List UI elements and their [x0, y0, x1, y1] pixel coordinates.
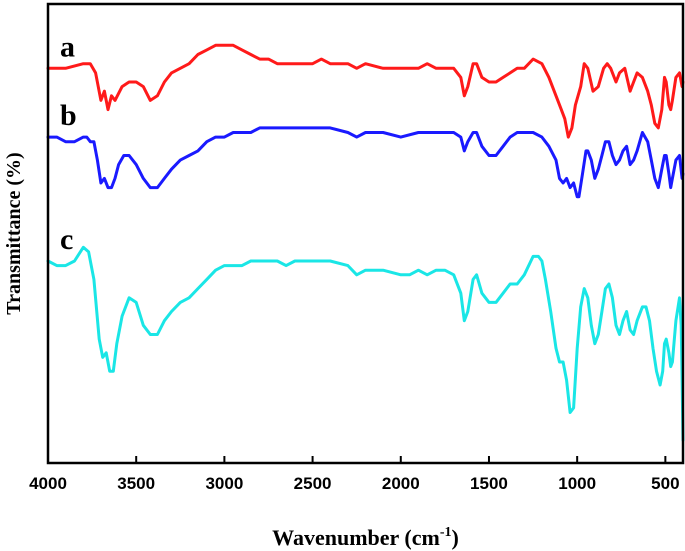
series-line-c	[46, 245, 685, 442]
series-label-c: c	[60, 223, 73, 256]
x-tick-label: 1000	[558, 474, 596, 493]
y-axis-label: Transmittance (%)	[3, 152, 25, 314]
x-axis-label: Wavenumber (cm-1)	[272, 525, 459, 550]
spectra-curves	[46, 43, 685, 442]
series-label-a: a	[60, 30, 75, 63]
x-tick-label: 3000	[205, 474, 243, 493]
x-tick-label: 4000	[29, 474, 67, 493]
x-tick-label: 3500	[117, 474, 155, 493]
x-tick-label: 500	[651, 474, 679, 493]
x-tick-label: 2500	[294, 474, 332, 493]
x-tick-label: 2000	[382, 474, 420, 493]
x-tick-label: 1500	[470, 474, 508, 493]
x-axis-ticks: 4000 3500 3000 2500 2000 1500 1000 500	[29, 456, 680, 493]
series-line-a	[46, 43, 685, 139]
plot-frame	[46, 2, 685, 465]
panel-labels: a b c	[60, 30, 77, 256]
series-label-b: b	[60, 99, 77, 132]
series-line-b	[46, 126, 685, 199]
